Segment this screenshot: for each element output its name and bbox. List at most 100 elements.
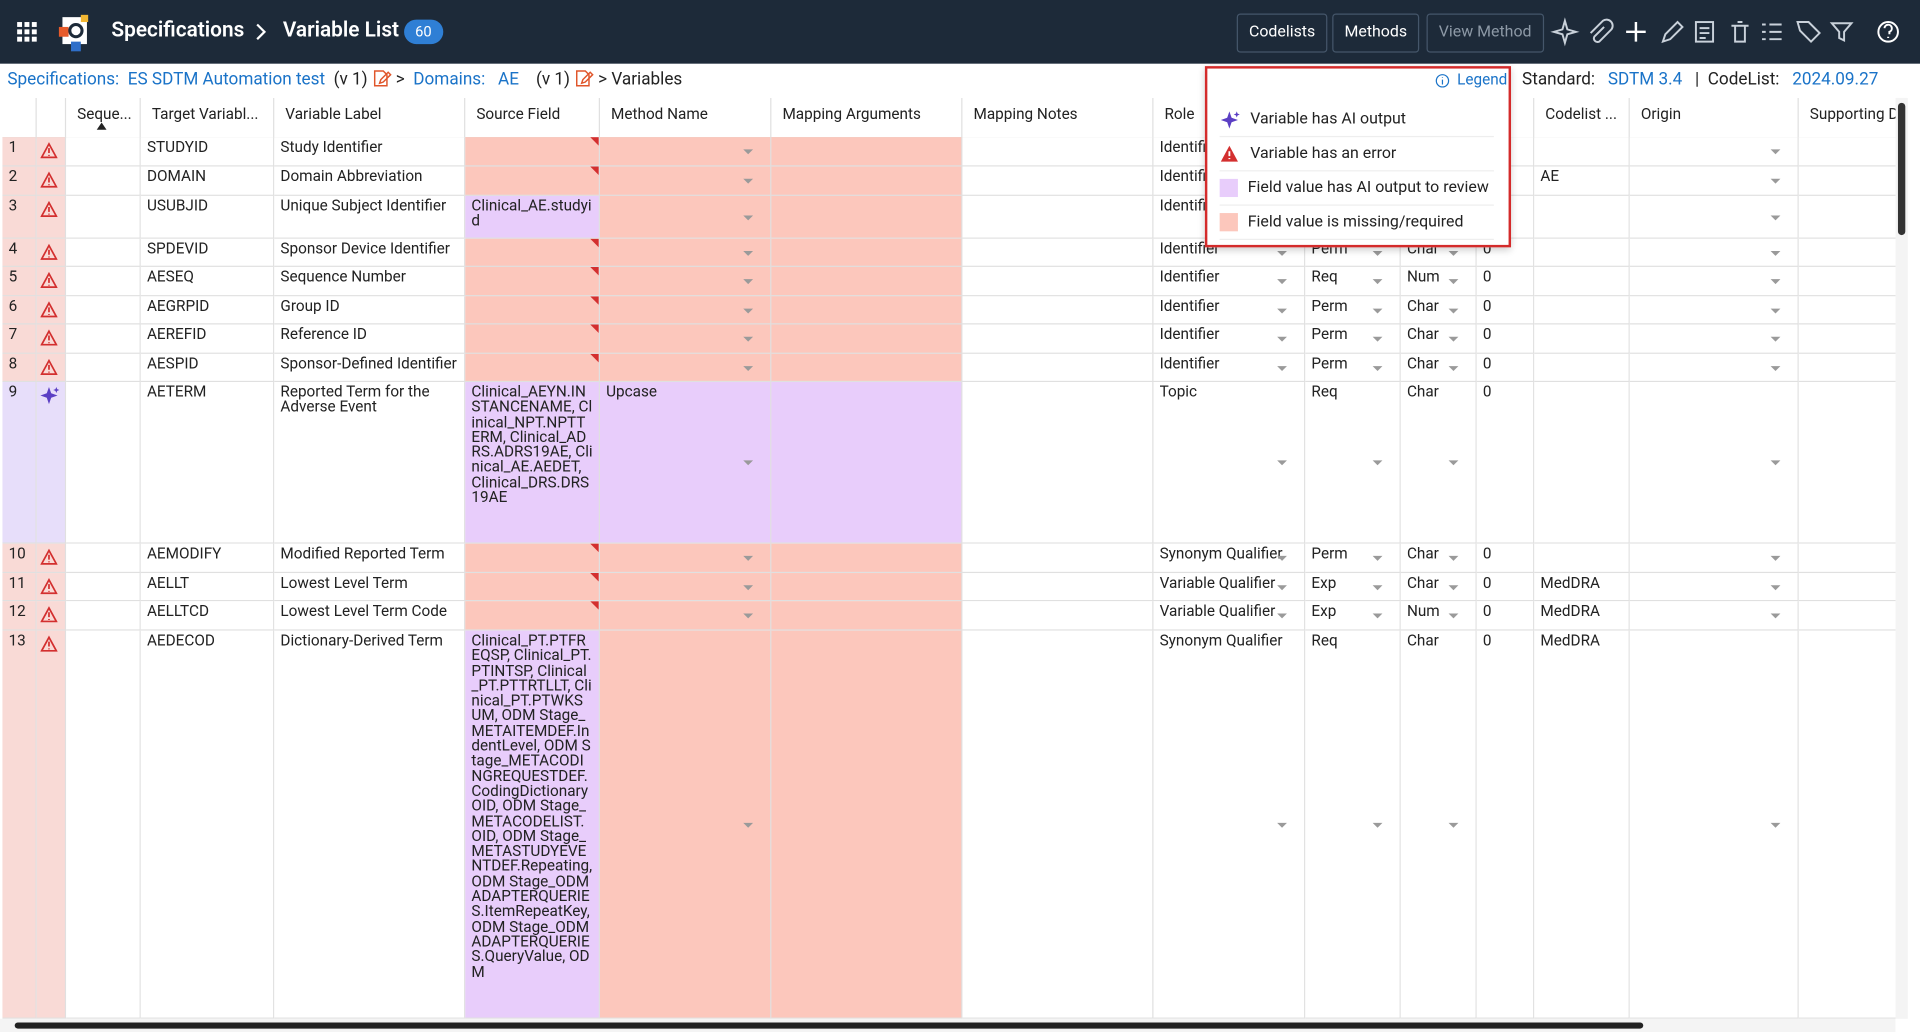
- supporting[interactable]: [1798, 601, 1896, 631]
- method-name[interactable]: [600, 137, 772, 167]
- mapping-arguments[interactable]: [771, 238, 963, 267]
- edit-icon[interactable]: [372, 70, 392, 87]
- codelist[interactable]: [1534, 195, 1630, 239]
- source-field[interactable]: Clinical_AE.studyid: [465, 195, 601, 239]
- origin[interactable]: [1629, 382, 1799, 544]
- app-title[interactable]: Specifications: [111, 18, 245, 43]
- method-name[interactable]: [600, 324, 772, 354]
- sequence[interactable]: [66, 238, 141, 267]
- length[interactable]: 0: [1476, 543, 1535, 574]
- origin[interactable]: [1629, 137, 1799, 167]
- vertical-scrollbar[interactable]: [1895, 97, 1908, 1019]
- mapping-arguments[interactable]: [771, 573, 963, 602]
- variable-label[interactable]: Unique Subject Identifier: [274, 195, 466, 239]
- source-field[interactable]: [465, 166, 601, 196]
- target-variable[interactable]: STUDYID: [140, 137, 275, 167]
- mapping-notes[interactable]: [962, 324, 1154, 354]
- target-variable[interactable]: AEMODIFY: [140, 543, 275, 574]
- method-name[interactable]: [600, 296, 772, 325]
- supporting[interactable]: [1798, 353, 1896, 383]
- codelist[interactable]: MedDRA: [1534, 573, 1630, 602]
- origin[interactable]: [1629, 296, 1799, 325]
- sequence[interactable]: [66, 166, 141, 196]
- methods-button[interactable]: Methods: [1332, 13, 1420, 53]
- length[interactable]: 0: [1476, 630, 1535, 1019]
- method-name[interactable]: [600, 601, 772, 631]
- source-field[interactable]: [465, 296, 601, 325]
- mapping-notes[interactable]: [962, 543, 1154, 574]
- target-variable[interactable]: AESPID: [140, 353, 275, 383]
- codelist[interactable]: [1534, 324, 1630, 354]
- source-field[interactable]: [465, 324, 601, 354]
- sequence[interactable]: [66, 353, 141, 383]
- sequence[interactable]: [66, 324, 141, 354]
- length[interactable]: 0: [1476, 296, 1535, 325]
- codelist[interactable]: [1534, 296, 1630, 325]
- mapping-notes[interactable]: [962, 630, 1154, 1019]
- mapping-arguments[interactable]: [771, 630, 963, 1019]
- variable-label[interactable]: Modified Reported Term: [274, 543, 466, 574]
- crumb-label[interactable]: Domains:: [413, 69, 486, 90]
- origin[interactable]: [1629, 543, 1799, 574]
- source-field[interactable]: [465, 353, 601, 383]
- supporting[interactable]: [1798, 296, 1896, 325]
- origin[interactable]: [1629, 266, 1799, 297]
- method-name[interactable]: [600, 238, 772, 267]
- sequence[interactable]: [66, 296, 141, 325]
- core[interactable]: Req: [1305, 266, 1401, 297]
- variable-label[interactable]: Dictionary-Derived Term: [274, 630, 466, 1019]
- supporting[interactable]: [1798, 324, 1896, 354]
- codelist[interactable]: MedDRA: [1534, 630, 1630, 1019]
- method-name[interactable]: [600, 630, 772, 1019]
- variable-label[interactable]: Domain Abbreviation: [274, 166, 466, 196]
- mapping-notes[interactable]: [962, 601, 1154, 631]
- supporting[interactable]: [1798, 137, 1896, 167]
- crumb-label[interactable]: Specifications:: [7, 69, 120, 90]
- length[interactable]: 0: [1476, 573, 1535, 602]
- length[interactable]: 0: [1476, 266, 1535, 297]
- mapping-notes[interactable]: [962, 382, 1154, 544]
- mapping-arguments[interactable]: [771, 382, 963, 544]
- sequence[interactable]: [66, 630, 141, 1019]
- codelist[interactable]: [1534, 266, 1630, 297]
- target-variable[interactable]: AETERM: [140, 382, 275, 544]
- origin[interactable]: [1629, 601, 1799, 631]
- target-variable[interactable]: AESEQ: [140, 266, 275, 297]
- scroll-thumb[interactable]: [14, 1022, 1644, 1029]
- sequence[interactable]: [66, 266, 141, 297]
- method-name[interactable]: [600, 195, 772, 239]
- core[interactable]: Req: [1305, 382, 1401, 544]
- variable-label[interactable]: Lowest Level Term: [274, 573, 466, 602]
- column-header[interactable]: Seque...: [66, 97, 141, 139]
- mapping-notes[interactable]: [962, 166, 1154, 196]
- target-variable[interactable]: USUBJID: [140, 195, 275, 239]
- codelist[interactable]: MedDRA: [1534, 601, 1630, 631]
- codelist[interactable]: [1534, 353, 1630, 383]
- origin[interactable]: [1629, 166, 1799, 196]
- type[interactable]: Char: [1400, 296, 1477, 325]
- crumb-spec[interactable]: ES SDTM Automation test: [127, 69, 326, 90]
- target-variable[interactable]: DOMAIN: [140, 166, 275, 196]
- method-name[interactable]: [600, 543, 772, 574]
- type[interactable]: Char: [1400, 573, 1477, 602]
- mapping-notes[interactable]: [962, 296, 1154, 325]
- method-name[interactable]: [600, 166, 772, 196]
- origin[interactable]: [1629, 630, 1799, 1019]
- scroll-thumb[interactable]: [1897, 102, 1906, 236]
- source-field[interactable]: [465, 137, 601, 167]
- standard-value[interactable]: SDTM 3.4: [1607, 69, 1683, 90]
- target-variable[interactable]: AEREFID: [140, 324, 275, 354]
- column-header[interactable]: Method Name: [600, 97, 772, 139]
- target-variable[interactable]: AELLTCD: [140, 601, 275, 631]
- method-name[interactable]: [600, 353, 772, 383]
- origin[interactable]: [1629, 195, 1799, 239]
- source-field[interactable]: [465, 601, 601, 631]
- source-field[interactable]: [465, 238, 601, 267]
- core[interactable]: Perm: [1305, 543, 1401, 574]
- type[interactable]: Char: [1400, 353, 1477, 383]
- target-variable[interactable]: AEGRPID: [140, 296, 275, 325]
- variable-label[interactable]: Lowest Level Term Code: [274, 601, 466, 631]
- column-header[interactable]: Mapping Notes: [962, 97, 1154, 139]
- mapping-notes[interactable]: [962, 266, 1154, 297]
- type[interactable]: Char: [1400, 382, 1477, 544]
